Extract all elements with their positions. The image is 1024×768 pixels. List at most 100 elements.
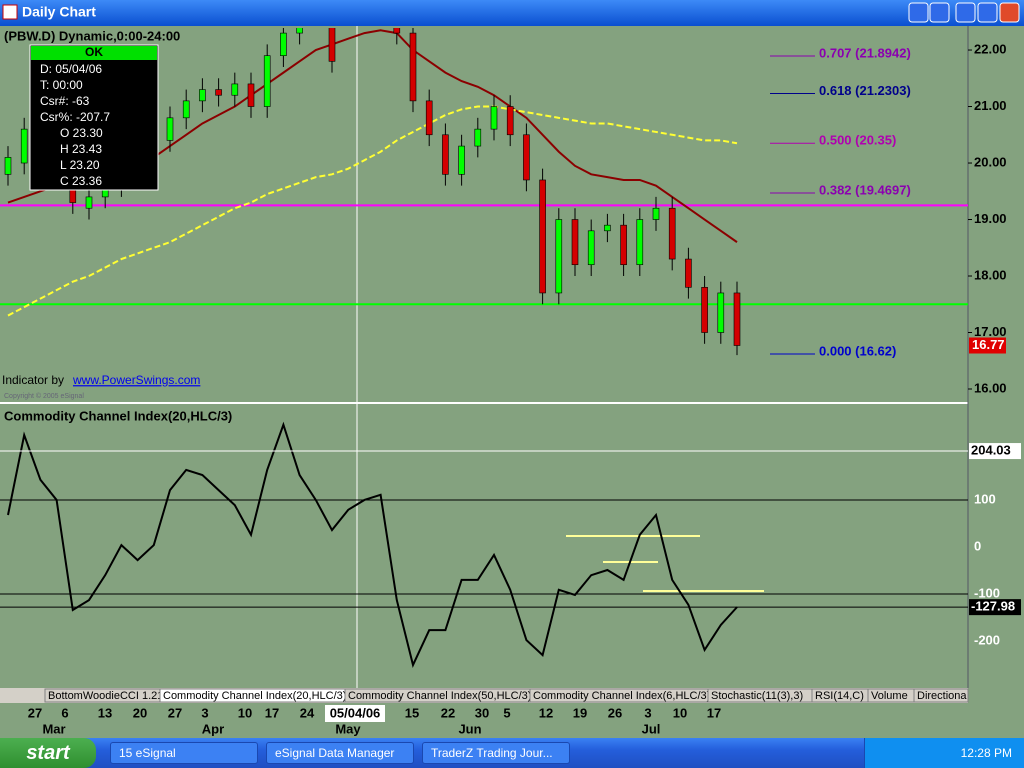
info-status-bar bbox=[31, 46, 157, 60]
candle-body bbox=[247, 83, 255, 107]
credit-link[interactable]: www.PowerSwings.com bbox=[72, 373, 200, 387]
date-label: 24 bbox=[300, 705, 315, 720]
chart-window: Daily Chart (PBW.D) Dynamic,0:00-24:00 C… bbox=[0, 0, 1024, 738]
candle-body bbox=[328, 28, 336, 62]
y-tick-label: 21.00 bbox=[974, 98, 1007, 113]
candle-body bbox=[442, 134, 449, 175]
y-tick-label: 0 bbox=[974, 538, 981, 553]
candle-body bbox=[199, 89, 206, 102]
cursor-info: OK D: 05/04/06 T: 00:00 Csr#: -63 Csr%: -20… bbox=[29, 44, 159, 191]
y-tick-label: 22.00 bbox=[974, 41, 1007, 56]
price-panel bbox=[0, 28, 968, 356]
restore-button[interactable] bbox=[929, 2, 950, 23]
candle-body bbox=[409, 32, 417, 102]
maximize-button[interactable] bbox=[977, 2, 998, 23]
fib-level-label: 0.707 (21.8942) bbox=[819, 45, 911, 60]
y-tick-label: 100 bbox=[974, 491, 996, 506]
tab-label[interactable]: Commodity Channel Index(6,HLC/3) bbox=[533, 690, 710, 702]
info-line: D: 05/04/06 bbox=[40, 62, 102, 76]
month-label: Apr bbox=[202, 721, 224, 736]
date-axis bbox=[0, 703, 1024, 738]
tab-label[interactable]: Stochastic(11(3),3) bbox=[711, 690, 803, 702]
candle-body bbox=[4, 157, 12, 175]
candle-body bbox=[182, 100, 190, 119]
date-label: 12 bbox=[539, 705, 553, 720]
date-label: 17 bbox=[265, 705, 279, 720]
marker-box bbox=[969, 599, 1021, 616]
tab[interactable] bbox=[913, 688, 969, 703]
date-label: 22 bbox=[441, 705, 455, 720]
y-tick-label: 16.00 bbox=[974, 380, 1007, 395]
date-label: 3 bbox=[644, 705, 651, 720]
y-tick-label: 19.00 bbox=[974, 211, 1007, 226]
date-label: 3 bbox=[201, 705, 208, 720]
month-label: Jul bbox=[642, 721, 661, 736]
info-line: C 23.36 bbox=[60, 174, 102, 188]
y-tick-label: 20.00 bbox=[974, 154, 1007, 169]
candle-body bbox=[393, 28, 401, 34]
task-button[interactable]: TraderZ Trading Jour... bbox=[422, 742, 570, 764]
candle-body bbox=[733, 292, 741, 346]
task-button[interactable]: 15 eSignal bbox=[110, 742, 258, 764]
candle-body bbox=[85, 196, 93, 209]
date-label: 15 bbox=[405, 705, 419, 720]
candle-body bbox=[636, 219, 644, 266]
cursor-date-box bbox=[325, 705, 385, 722]
fib-level-label: 0.618 (21.2303) bbox=[819, 83, 911, 98]
y-tick-label: 17.00 bbox=[974, 324, 1007, 339]
fib-level-label: 0.000 (16.62) bbox=[819, 343, 896, 358]
taskbar: start 15 eSignal eSignal Data Manager Tr… bbox=[0, 738, 1024, 768]
menu-button[interactable] bbox=[908, 2, 929, 23]
info-box bbox=[29, 44, 159, 191]
candle-body bbox=[652, 207, 660, 220]
start-button[interactable]: start bbox=[0, 738, 96, 768]
info-line: Csr#: -63 bbox=[40, 94, 90, 108]
y-tick-label: -200 bbox=[974, 632, 1000, 647]
title-bar bbox=[0, 0, 1024, 26]
close-button[interactable] bbox=[999, 2, 1020, 23]
date-label: 27 bbox=[168, 705, 182, 720]
candle-body bbox=[280, 32, 287, 56]
window-icon bbox=[2, 4, 18, 20]
info-line: Csr%: -207.7 bbox=[40, 110, 110, 124]
month-label: Jun bbox=[458, 721, 481, 736]
info-line: O 23.30 bbox=[60, 126, 103, 140]
date-label: 6 bbox=[61, 705, 68, 720]
marker-label: 204.03 bbox=[971, 442, 1011, 457]
info-status: OK bbox=[85, 45, 103, 59]
candle-body bbox=[231, 83, 239, 96]
tab-label[interactable]: Directiona bbox=[917, 690, 967, 702]
y-tick-label: -100 bbox=[974, 585, 1000, 600]
candle-body bbox=[490, 106, 498, 130]
tab-label[interactable]: Volume bbox=[871, 690, 908, 702]
symbol-title: (PBW.D) Dynamic,0:00-24:00 bbox=[4, 28, 180, 43]
y-tick-label: 18.00 bbox=[974, 267, 1007, 282]
date-label: 5 bbox=[503, 705, 510, 720]
date-label: 10 bbox=[238, 705, 252, 720]
cci-panel bbox=[0, 421, 968, 668]
candle-body bbox=[523, 134, 530, 181]
tab-label[interactable]: BottomWoodieCCI 1.21 bbox=[48, 690, 163, 702]
candle-body bbox=[668, 207, 676, 260]
cci-title: Commodity Channel Index(20,HLC/3) bbox=[4, 408, 232, 423]
window-title: Daily Chart bbox=[22, 4, 96, 20]
tab-label[interactable]: Commodity Channel Index(20,HLC/3) bbox=[163, 690, 346, 702]
info-line: T: 00:00 bbox=[40, 78, 83, 92]
date-label: 19 bbox=[573, 705, 587, 720]
candle-body bbox=[166, 117, 174, 141]
minimize-button[interactable] bbox=[955, 2, 976, 23]
month-label: Mar bbox=[42, 721, 65, 736]
candle-body bbox=[474, 128, 482, 147]
candle-body bbox=[20, 128, 28, 164]
candle-body bbox=[296, 28, 303, 34]
candle-body bbox=[685, 258, 692, 288]
tab-label[interactable]: Commodity Channel Index(50,HLC/3) bbox=[348, 690, 531, 702]
candle-body bbox=[425, 100, 433, 136]
month-label: May bbox=[335, 721, 361, 736]
clock: 12:28 PM bbox=[960, 746, 1012, 760]
info-line: H 23.43 bbox=[60, 142, 102, 156]
tab-label[interactable]: RSI(14,C) bbox=[815, 690, 864, 702]
task-button[interactable]: eSignal Data Manager bbox=[266, 742, 414, 764]
date-label: 30 bbox=[475, 705, 489, 720]
